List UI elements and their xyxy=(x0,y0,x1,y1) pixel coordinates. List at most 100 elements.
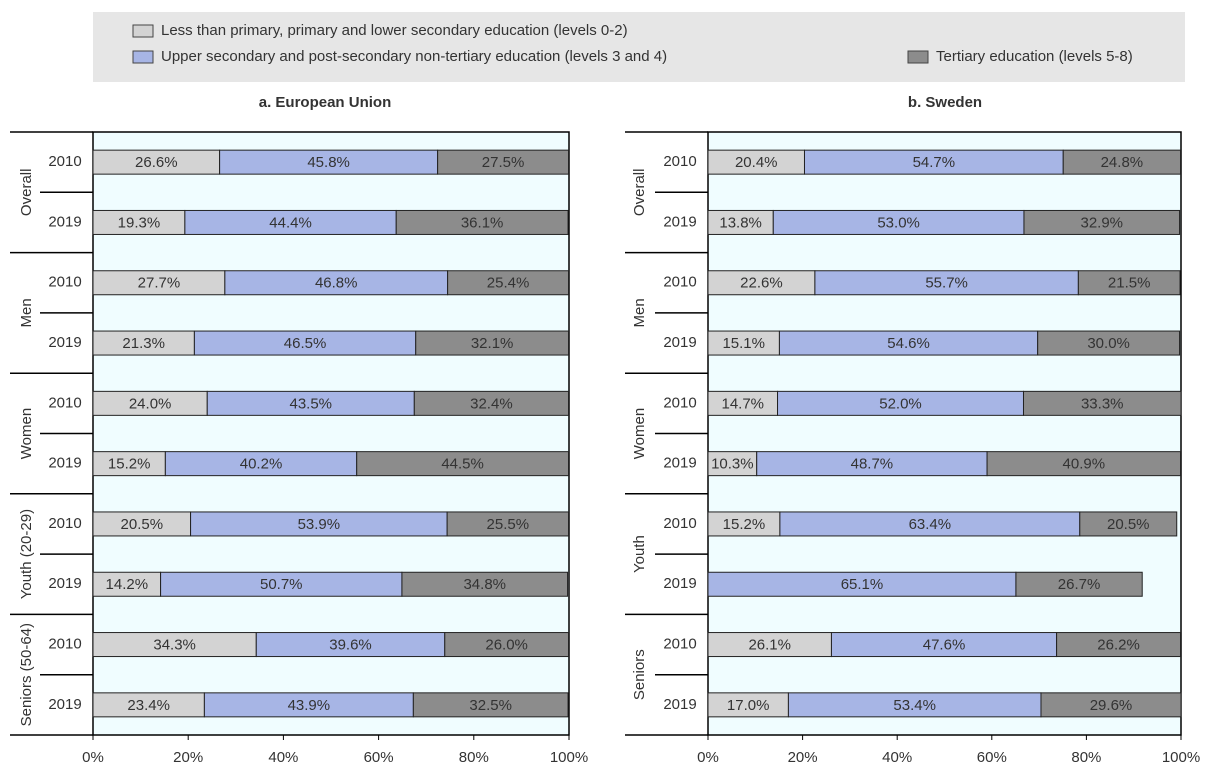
value-label: 52.0% xyxy=(879,395,922,412)
bar-segment xyxy=(756,451,988,477)
value-label: 26.6% xyxy=(135,154,178,171)
year-label: 2019 xyxy=(663,213,696,230)
value-label: 26.7% xyxy=(1058,576,1101,593)
bar-segment xyxy=(1037,330,1181,356)
value-label: 25.5% xyxy=(487,516,530,533)
chart-title: b. Sweden xyxy=(908,94,982,111)
legend-box xyxy=(93,12,1185,82)
year-label: 2010 xyxy=(48,636,81,653)
value-label: 22.6% xyxy=(740,275,783,292)
x-tick-label: 40% xyxy=(882,749,912,766)
bar-segment xyxy=(772,209,1025,235)
bar-segment xyxy=(778,330,1039,356)
value-label: 27.5% xyxy=(482,154,525,171)
year-label: 2010 xyxy=(663,153,696,170)
group-label: Seniors xyxy=(631,649,648,700)
bar-segment xyxy=(707,451,758,477)
x-tick-label: 20% xyxy=(173,749,203,766)
group-label: Overall xyxy=(18,169,35,217)
group-label: Youth xyxy=(631,535,648,573)
bar-segment xyxy=(160,571,403,597)
bar-segment xyxy=(203,692,414,718)
value-label: 40.9% xyxy=(1063,456,1106,473)
x-tick-label: 0% xyxy=(82,749,104,766)
value-label: 54.6% xyxy=(887,335,930,352)
bar-segment xyxy=(1015,571,1143,597)
value-label: 20.5% xyxy=(121,516,164,533)
bar-segment xyxy=(444,632,570,658)
legend-label: Tertiary education (levels 5-8) xyxy=(936,48,1133,65)
value-label: 53.0% xyxy=(877,214,920,231)
value-label: 20.5% xyxy=(1107,516,1150,533)
bar-segment xyxy=(1077,270,1181,296)
value-label: 65.1% xyxy=(841,576,884,593)
value-label: 15.1% xyxy=(722,335,765,352)
value-label: 21.3% xyxy=(122,335,165,352)
value-label: 25.4% xyxy=(487,275,530,292)
bar-segment xyxy=(401,571,569,597)
legend-label: Less than primary, primary and lower sec… xyxy=(161,22,628,39)
year-label: 2019 xyxy=(663,575,696,592)
value-label: 55.7% xyxy=(925,275,968,292)
value-label: 21.5% xyxy=(1108,275,1151,292)
bar-segment xyxy=(413,390,570,416)
bar-segment xyxy=(707,571,1017,597)
year-label: 2019 xyxy=(48,696,81,713)
bar-segment xyxy=(1079,511,1178,537)
value-label: 29.6% xyxy=(1090,697,1133,714)
bar-segment xyxy=(412,692,569,718)
value-label: 14.2% xyxy=(106,576,149,593)
x-tick-label: 20% xyxy=(788,749,818,766)
year-label: 2010 xyxy=(48,274,81,291)
value-label: 46.5% xyxy=(284,335,327,352)
value-label: 26.0% xyxy=(485,637,528,654)
bar-segment xyxy=(830,632,1058,658)
bar-segment xyxy=(779,511,1081,537)
value-label: 44.5% xyxy=(441,456,484,473)
value-label: 15.2% xyxy=(108,456,151,473)
bar-segment xyxy=(707,149,805,175)
bar-segment xyxy=(707,390,779,416)
value-label: 43.9% xyxy=(288,697,331,714)
bar-segment xyxy=(707,692,789,718)
legend-label: Upper secondary and post-secondary non-t… xyxy=(161,48,667,65)
year-label: 2019 xyxy=(48,455,81,472)
value-label: 44.4% xyxy=(269,214,312,231)
bar-segment xyxy=(707,270,816,296)
x-tick-label: 80% xyxy=(459,749,489,766)
bar-segment xyxy=(437,149,570,175)
legend-swatch xyxy=(132,50,154,64)
group-label: Men xyxy=(18,298,35,327)
bar-segment xyxy=(415,330,570,356)
value-label: 32.9% xyxy=(1080,214,1123,231)
year-label: 2010 xyxy=(663,274,696,291)
bar-segment xyxy=(1022,390,1182,416)
value-label: 39.6% xyxy=(329,637,372,654)
year-label: 2010 xyxy=(663,636,696,653)
bar-segment xyxy=(92,270,226,296)
year-label: 2019 xyxy=(663,696,696,713)
bar-segment xyxy=(92,330,195,356)
x-tick-label: 80% xyxy=(1071,749,1101,766)
value-label: 15.2% xyxy=(723,516,766,533)
year-label: 2019 xyxy=(663,455,696,472)
value-label: 24.8% xyxy=(1101,154,1144,171)
value-label: 46.8% xyxy=(315,275,358,292)
value-label: 54.7% xyxy=(913,154,956,171)
bar-segment xyxy=(92,632,257,658)
value-label: 23.4% xyxy=(127,697,170,714)
x-tick-label: 40% xyxy=(268,749,298,766)
chart-title: a. European Union xyxy=(259,94,392,111)
value-label: 26.2% xyxy=(1097,637,1140,654)
group-label: Women xyxy=(631,408,648,459)
bar-segment xyxy=(777,390,1024,416)
bar-segment xyxy=(255,632,446,658)
year-label: 2010 xyxy=(663,394,696,411)
value-label: 20.4% xyxy=(735,154,778,171)
bar-segment xyxy=(1062,149,1182,175)
value-label: 24.0% xyxy=(129,395,172,412)
value-label: 34.3% xyxy=(153,637,196,654)
group-label: Men xyxy=(631,298,648,327)
x-tick-label: 60% xyxy=(364,749,394,766)
